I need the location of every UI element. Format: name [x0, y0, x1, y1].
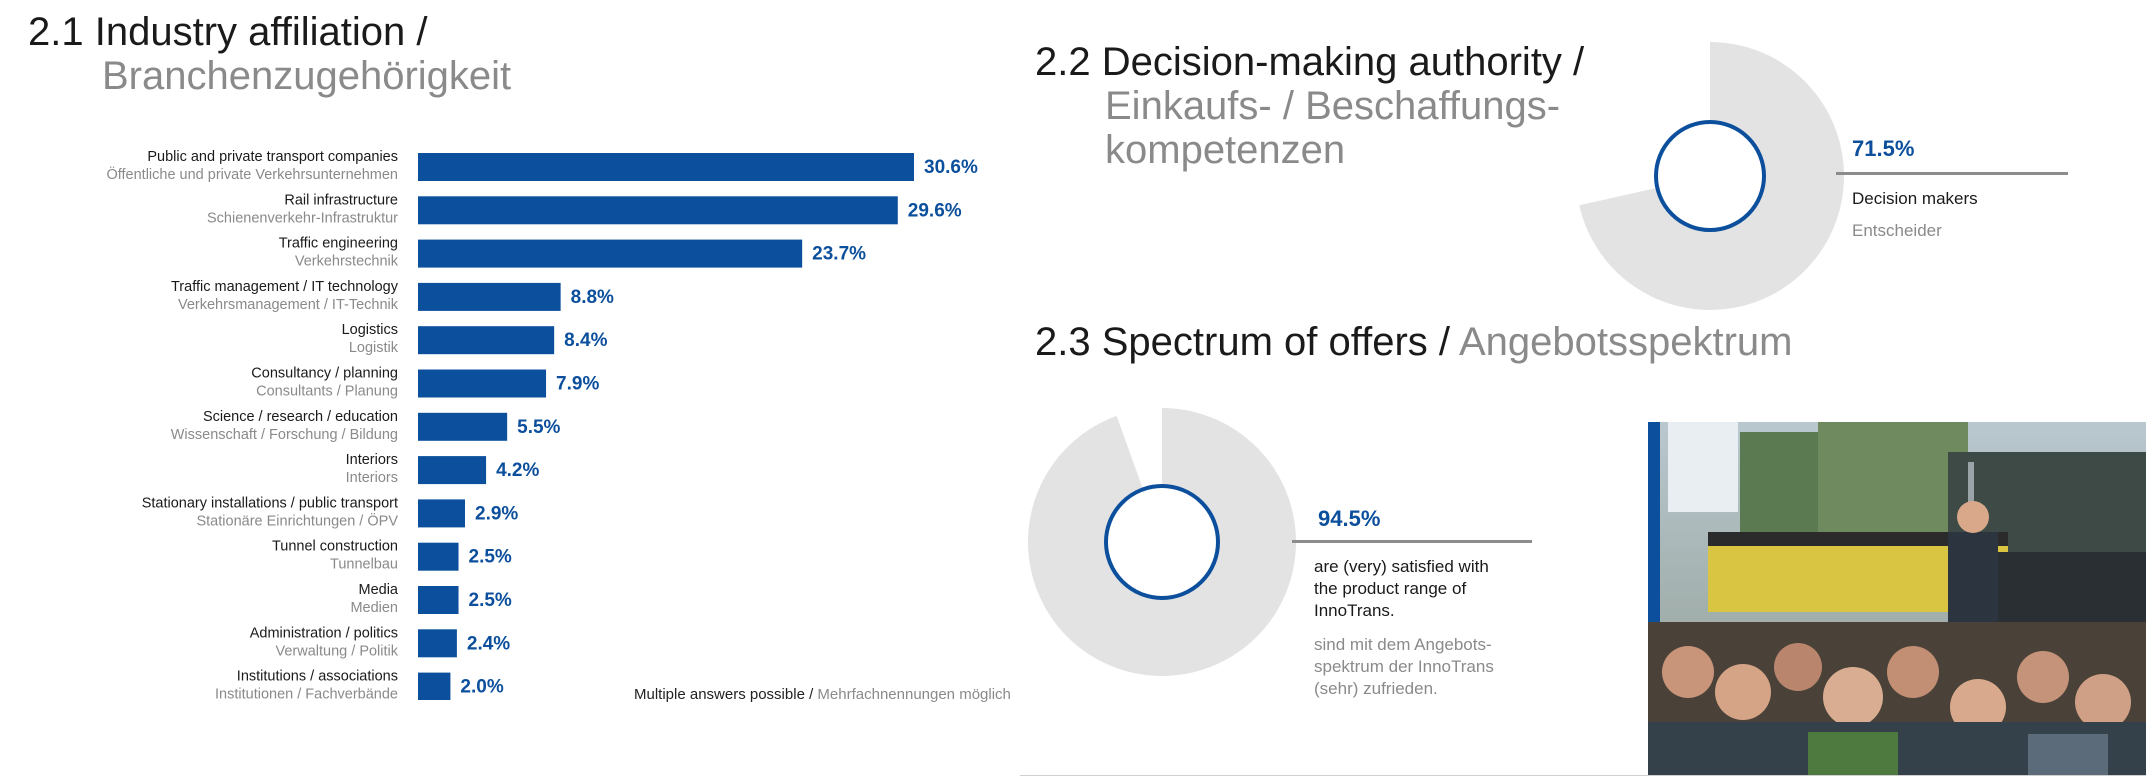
- label-line: are (very) satisfied with: [1314, 557, 1489, 576]
- label-line: sind mit dem Angebots-: [1314, 635, 1492, 654]
- category-label-en: Administration / politics: [250, 625, 398, 641]
- decision-makers-label-en: Decision makers: [1852, 189, 1978, 208]
- donut-ring: [1104, 484, 1220, 600]
- value-label: 2.5%: [469, 547, 512, 568]
- satisfaction-percent: 94.5%: [1318, 506, 1381, 531]
- value-label: 23.7%: [812, 244, 866, 265]
- bar: [418, 369, 547, 398]
- value-label: 5.5%: [517, 417, 560, 438]
- category-label-de: Verkehrstechnik: [295, 254, 399, 270]
- category-label-en: Traffic management / IT technology: [171, 279, 399, 295]
- category-label-en: Rail infrastructure: [284, 192, 398, 208]
- section-title-en: Spectrum of offers /: [1101, 320, 1451, 364]
- callout-rule: [1836, 172, 2068, 175]
- category-label-en: Science / research / education: [203, 409, 398, 425]
- bar: [418, 282, 561, 311]
- value-label: 2.0%: [460, 677, 503, 698]
- value-label: 29.6%: [908, 200, 962, 221]
- category-label-de: Interiors: [346, 470, 398, 486]
- category-label-en: Consultancy / planning: [251, 366, 398, 382]
- category-label-en: Stationary installations / public transp…: [142, 495, 398, 511]
- bar: [418, 153, 914, 181]
- section-2-2-title: 2.2 Decision-making authority / Einkaufs…: [1035, 40, 1584, 172]
- category-label-de: Logistik: [349, 340, 399, 356]
- bar: [418, 196, 898, 225]
- bar: [418, 326, 555, 355]
- section-title-de: Branchenzugehörigkeit: [102, 54, 512, 98]
- section-title-de: Angebotsspektrum: [1458, 320, 1793, 364]
- category-label-en: Logistics: [342, 322, 398, 338]
- satisfaction-donut: [1028, 408, 1296, 676]
- category-label-de: Stationäre Einrichtungen / ÖPV: [196, 511, 398, 529]
- value-label: 4.2%: [496, 460, 539, 481]
- value-label: 30.6%: [924, 157, 978, 178]
- category-label-en: Public and private transport companies: [147, 149, 398, 165]
- category-label-de: Institutionen / Fachverbände: [215, 687, 398, 700]
- category-label-de: Medien: [350, 600, 398, 616]
- section-title-en: Industry affiliation /: [94, 10, 428, 54]
- multiple-answers-note: Multiple answers possible / Mehrfachnenn…: [634, 686, 1011, 703]
- value-label: 8.8%: [571, 287, 614, 308]
- section-2-3-title: 2.3 Spectrum of offers / Angebotsspektru…: [1035, 320, 1792, 364]
- note-de: Mehrfachnennungen möglich: [817, 686, 1011, 703]
- callout-rule: [1292, 540, 1532, 543]
- value-label: 7.9%: [556, 374, 599, 395]
- section-number: 2.3: [1035, 320, 1091, 364]
- industry-bar-chart: 30.6% Public and private transport compan…: [106, 149, 978, 700]
- donut-ring: [1654, 120, 1766, 232]
- category-label-de: Tunnelbau: [330, 557, 398, 573]
- section-number: 2.1: [28, 10, 84, 54]
- section-number: 2.2: [1035, 40, 1091, 84]
- category-label-de: Öffentliche und private Verkehrsunterneh…: [106, 165, 398, 183]
- bar: [418, 239, 803, 268]
- category-label-en: Tunnel construction: [272, 539, 398, 555]
- category-label-en: Media: [359, 582, 399, 598]
- category-label-de: Schienenverkehr-Infrastruktur: [207, 210, 398, 226]
- category-label-en: Interiors: [346, 452, 398, 468]
- bar: [418, 629, 457, 658]
- label-line: the product range of: [1314, 579, 1467, 598]
- category-label-de: Verwaltung / Politik: [275, 643, 398, 659]
- bar: [418, 586, 459, 614]
- bar: [418, 499, 466, 528]
- label-line: InnoTrans.: [1314, 601, 1395, 620]
- note-en: Multiple answers possible /: [634, 686, 814, 703]
- category-label-de: Wissenschaft / Forschung / Bildung: [171, 427, 398, 443]
- value-label: 8.4%: [564, 330, 607, 351]
- label-line: (sehr) zufrieden.: [1314, 679, 1438, 698]
- bar: [418, 456, 487, 485]
- decision-makers-label-de: Entscheider: [1852, 221, 1942, 240]
- value-label: 2.9%: [475, 503, 518, 524]
- satisfaction-label-de: sind mit dem Angebots- spektrum der Inno…: [1314, 634, 1494, 700]
- trade-fair-crowd-photo: [1648, 422, 2146, 776]
- satisfaction-label-en: are (very) satisfied with the product ra…: [1314, 556, 1489, 622]
- bar: [418, 542, 459, 571]
- category-label-de: Verkehrsmanagement / IT-Technik: [178, 297, 399, 313]
- section-2-1-title: 2.1 Industry affiliation / Branchenzugeh…: [28, 10, 511, 98]
- section-title-en: Decision-making authority /: [1101, 40, 1585, 84]
- decision-makers-percent: 71.5%: [1852, 136, 1915, 161]
- decision-makers-donut: [1579, 42, 1844, 310]
- section-title-de-line2: kompetenzen: [1105, 128, 1346, 172]
- value-label: 2.5%: [469, 590, 512, 611]
- category-label-de: Consultants / Planung: [256, 384, 398, 400]
- bar: [418, 672, 451, 700]
- category-label-en: Institutions / associations: [237, 669, 398, 685]
- bottom-divider: [1020, 775, 2146, 776]
- value-label: 2.4%: [467, 633, 510, 654]
- section-title-de-line1: Einkaufs- / Beschaffungs-: [1105, 84, 1561, 128]
- label-line: spektrum der InnoTrans: [1314, 657, 1494, 676]
- category-label-en: Traffic engineering: [279, 236, 398, 252]
- bar: [418, 412, 508, 441]
